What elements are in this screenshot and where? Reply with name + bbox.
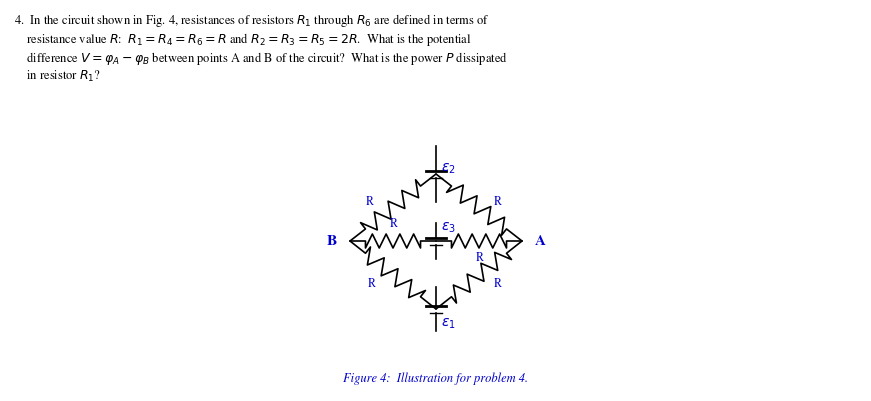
Text: $\varepsilon_3$: $\varepsilon_3$ — [441, 220, 456, 235]
Text: R₅: R₅ — [389, 218, 401, 229]
Text: R₄: R₄ — [366, 196, 376, 208]
Text: resistance value $R$:  $R_1 = R_4 = R_6 = R$ and $R_2 = R_3 = R_5 = 2R$.  What i: resistance value $R$: $R_1 = R_4 = R_6 =… — [14, 31, 472, 48]
Text: $\varepsilon_1$: $\varepsilon_1$ — [441, 316, 456, 330]
Text: R₁: R₁ — [368, 277, 378, 289]
Text: $\varepsilon_2$: $\varepsilon_2$ — [441, 161, 456, 176]
Text: A: A — [535, 235, 545, 248]
Text: R₆: R₆ — [476, 251, 486, 263]
Text: in resistor $R_1$?: in resistor $R_1$? — [14, 69, 101, 84]
Text: difference $V = \varphi_A - \varphi_B$ between points A and B of the circuit?  W: difference $V = \varphi_A - \varphi_B$ b… — [14, 50, 508, 67]
Text: Figure 4:  Illustration for problem 4.: Figure 4: Illustration for problem 4. — [343, 371, 528, 384]
Text: B: B — [327, 235, 337, 248]
Text: R₂: R₂ — [494, 277, 504, 289]
Text: R₃: R₃ — [494, 196, 504, 208]
Text: 4.  In the circuit shown in Fig. 4, resistances of resistors $R_1$ through $R_6$: 4. In the circuit shown in Fig. 4, resis… — [14, 12, 490, 29]
